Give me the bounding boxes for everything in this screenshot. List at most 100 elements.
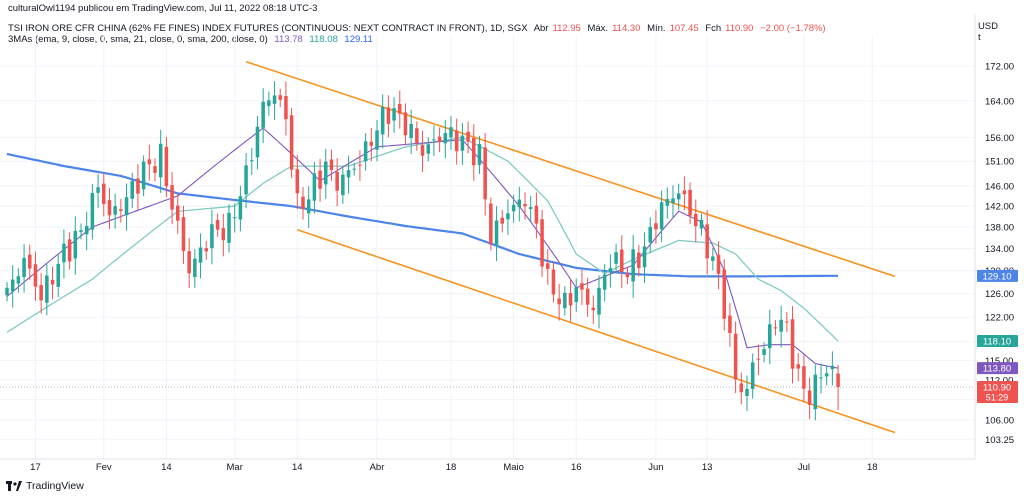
candle-body xyxy=(238,196,243,220)
candle-body xyxy=(790,319,795,369)
candle xyxy=(380,94,385,149)
candle xyxy=(620,235,624,289)
candle xyxy=(141,155,146,197)
candle-body xyxy=(659,202,664,230)
candle-body xyxy=(204,248,208,252)
candle-body xyxy=(546,263,550,269)
candle xyxy=(830,351,835,386)
footer-logo[interactable]: TradingView xyxy=(6,480,84,492)
candle xyxy=(523,192,527,220)
candle xyxy=(676,183,681,211)
candle xyxy=(580,269,584,305)
y-tick-label: 138.00 xyxy=(985,223,1014,234)
candle xyxy=(648,217,652,254)
x-tick-label: 14 xyxy=(161,462,172,473)
candle xyxy=(472,124,476,181)
candle-body xyxy=(329,159,334,171)
candle xyxy=(352,162,356,176)
candle xyxy=(244,153,248,209)
candle-body xyxy=(335,172,339,191)
candle-body xyxy=(232,217,237,219)
ma-label: 3MAs (ema, 9, close, 0, sma, 21, close, … xyxy=(8,34,268,45)
candle xyxy=(73,216,78,275)
candle xyxy=(466,121,470,154)
candle xyxy=(107,187,112,229)
candle xyxy=(671,185,675,218)
candle-body xyxy=(745,388,749,396)
candle xyxy=(375,120,379,162)
x-tick-label: Jun xyxy=(648,462,663,473)
candle xyxy=(614,243,618,274)
candle xyxy=(56,254,60,298)
candle xyxy=(33,251,38,301)
candle xyxy=(295,155,300,210)
candles-layer xyxy=(5,81,840,421)
candle xyxy=(694,199,698,243)
candle-body xyxy=(176,205,180,221)
candle-body xyxy=(580,283,584,290)
candle xyxy=(494,206,499,262)
y-tick-label: 134.00 xyxy=(985,244,1014,255)
candle xyxy=(5,281,9,302)
x-tick-label: 14 xyxy=(292,462,303,473)
price-tag: 118.10 xyxy=(977,334,1018,347)
candle xyxy=(483,133,487,216)
candle xyxy=(819,363,823,394)
candle xyxy=(181,205,186,264)
candle-body xyxy=(369,141,374,146)
y-tick-label: 126.00 xyxy=(985,289,1014,300)
y-tick-label: 142.00 xyxy=(985,202,1014,213)
candle-body xyxy=(625,273,630,278)
candle-body xyxy=(614,252,618,264)
candle-body xyxy=(255,126,260,158)
candle-body xyxy=(597,287,601,315)
candle-body xyxy=(261,101,265,128)
candle-body xyxy=(437,136,442,142)
candle xyxy=(460,122,465,165)
close-label: Fch xyxy=(705,23,722,34)
footer-brand: TradingView xyxy=(26,480,84,492)
currency-unit: t xyxy=(977,32,981,43)
candle-body xyxy=(324,161,328,185)
candle xyxy=(824,365,829,386)
candle-body xyxy=(415,128,419,144)
y-tick-label: 164.00 xyxy=(985,96,1014,107)
x-tick-label: Maio xyxy=(503,462,524,473)
candle xyxy=(477,135,482,174)
price-tag-bg xyxy=(977,380,1018,403)
candle-body xyxy=(620,249,624,272)
candle-body xyxy=(272,95,277,104)
x-tick-label: 17 xyxy=(30,462,41,473)
candle xyxy=(437,127,442,153)
candle-body xyxy=(654,223,658,230)
candle xyxy=(705,210,709,275)
candle-body xyxy=(824,373,829,377)
candle-body xyxy=(84,225,89,235)
candle xyxy=(392,97,396,133)
candle-body xyxy=(460,135,465,151)
candle xyxy=(232,203,237,233)
candle xyxy=(642,232,647,284)
candle xyxy=(739,372,744,405)
price-tag-label: 118.10 xyxy=(983,336,1011,347)
candle-body xyxy=(563,292,567,309)
candle-body xyxy=(699,219,704,229)
candle-body xyxy=(56,263,60,287)
candle xyxy=(113,193,117,229)
currency-code: USD xyxy=(977,21,998,32)
candle-body xyxy=(802,366,806,389)
channel-lower-line xyxy=(297,228,896,434)
candle-body xyxy=(312,173,317,201)
candle xyxy=(625,267,630,285)
candle-body xyxy=(386,107,391,124)
x-tick-label: 18 xyxy=(446,462,457,473)
candle xyxy=(637,244,641,277)
candle-body xyxy=(477,143,482,165)
candle-body xyxy=(375,130,379,150)
candle-body xyxy=(267,100,271,106)
candle xyxy=(255,115,260,170)
candle xyxy=(506,199,510,235)
candle-body xyxy=(483,147,487,200)
